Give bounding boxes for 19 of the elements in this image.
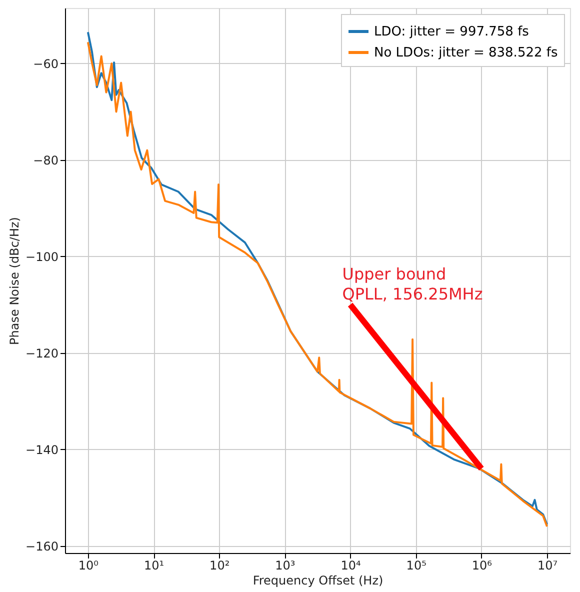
x-tick-label: 10³ bbox=[275, 558, 296, 572]
y-tick-label: −100 bbox=[26, 250, 58, 264]
annotation: Upper bound QPLL, 156.25MHz bbox=[342, 264, 483, 304]
y-tick-label: −140 bbox=[26, 442, 58, 457]
x-tick-label: 10⁴ bbox=[340, 558, 361, 572]
x-axis-title: Frequency Offset (Hz) bbox=[252, 574, 384, 588]
legend-label: No LDOs: jitter = 838.522 fs bbox=[374, 46, 558, 60]
y-tick-label: −60 bbox=[33, 56, 58, 71]
y-tick-label: −120 bbox=[26, 346, 58, 360]
x-tick-label: 10¹ bbox=[144, 558, 164, 572]
x-tick-label: 10⁵ bbox=[406, 558, 427, 572]
x-tick-label: 10² bbox=[210, 558, 230, 572]
x-tick-label: 10⁷ bbox=[537, 558, 558, 572]
legend-label: LDO: jitter = 997.758 fs bbox=[374, 24, 530, 40]
x-tick-label: 10⁶ bbox=[472, 558, 492, 572]
y-tick-label: −80 bbox=[33, 153, 58, 168]
y-axis-title: Phase Noise (dBc/Hz) bbox=[8, 217, 22, 345]
y-tick-label: −160 bbox=[26, 539, 58, 554]
x-tick-label: 10⁰ bbox=[78, 558, 99, 572]
